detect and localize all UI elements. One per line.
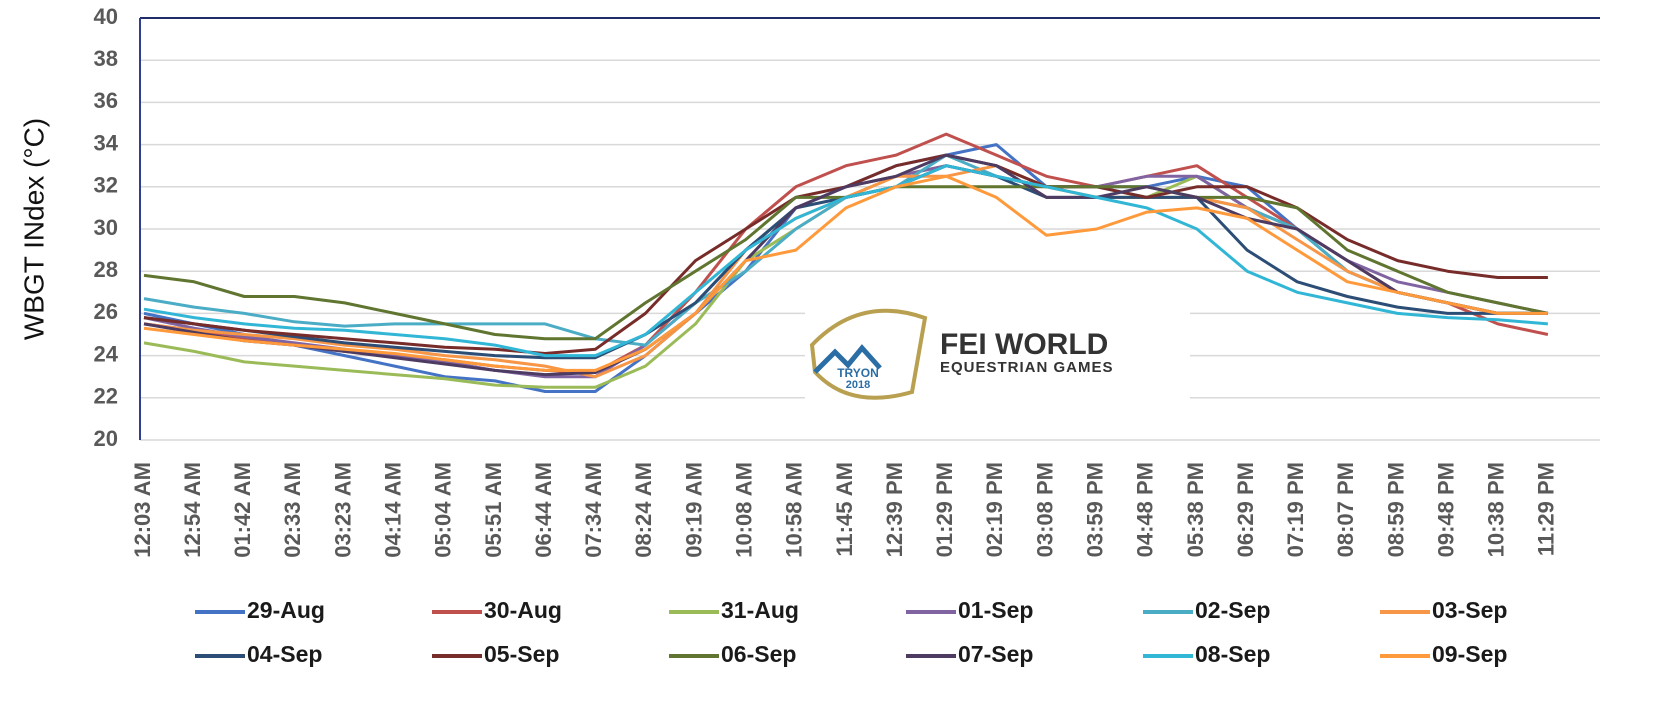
legend-label: 02-Sep (1195, 597, 1270, 623)
legend-label: 01-Sep (958, 597, 1033, 623)
y-tick-label: 38 (94, 46, 118, 71)
x-tick-label: 03:08 PM (1032, 462, 1057, 557)
x-tick-label: 06:44 AM (531, 462, 556, 558)
legend-label: 08-Sep (1195, 641, 1270, 667)
y-tick-label: 20 (94, 426, 118, 451)
y-tick-label: 40 (94, 4, 118, 29)
y-axis-title: WBGT INdex (°C) (18, 118, 49, 340)
y-tick-label: 36 (94, 88, 118, 113)
x-tick-label: 04:48 PM (1133, 462, 1158, 557)
legend-label: 29-Aug (247, 597, 325, 623)
series-line (143, 164, 1549, 358)
logo-mountains (813, 344, 882, 374)
logo-badge-bottom: 2018 (846, 379, 870, 391)
x-tick-label: 12:39 PM (882, 462, 907, 557)
x-tick-label: 04:14 AM (381, 462, 406, 558)
x-tick-label: 03:23 AM (330, 462, 355, 558)
x-tick-label: 11:45 AM (832, 462, 857, 557)
logo-horse (809, 308, 928, 400)
x-tick-label: 02:19 PM (982, 462, 1007, 557)
legend-label: 06-Sep (721, 641, 796, 667)
series-line (143, 153, 1548, 377)
x-tick-label: 05:51 AM (481, 462, 506, 558)
x-tick-label: 07:34 AM (581, 462, 606, 558)
x-tick-label: 12:03 AM (130, 462, 155, 558)
x-tick-label: 02:33 AM (280, 462, 305, 558)
x-tick-label: 01:29 PM (932, 462, 957, 557)
x-tick-label: 07:19 PM (1283, 462, 1308, 557)
x-tick-label: 10:08 AM (731, 462, 756, 558)
y-tick-label: 24 (94, 341, 119, 366)
logo-brand: FEI WORLD (940, 328, 1108, 361)
y-tick-label: 26 (94, 299, 118, 324)
x-tick-label: 09:48 PM (1433, 462, 1458, 557)
x-tick-label: 06:29 PM (1233, 462, 1258, 557)
y-tick-label: 30 (94, 215, 118, 240)
x-tick-label: 10:58 AM (782, 462, 807, 558)
logo-background (805, 300, 1190, 400)
legend-label: 03-Sep (1432, 597, 1507, 623)
x-tick-label: 08:24 AM (631, 462, 656, 558)
x-tick-label: 05:04 AM (431, 462, 456, 558)
legend-label: 30-Aug (484, 597, 562, 623)
plot-area (139, 17, 1600, 441)
legend-label: 04-Sep (247, 641, 322, 667)
y-tick-label: 34 (94, 130, 119, 155)
legend-label: 07-Sep (958, 641, 1033, 667)
x-tick-label: 10:38 PM (1484, 462, 1509, 557)
logo: TRYON 2018 FEI WORLD EQUESTRIAN GAMES (805, 300, 1190, 400)
legend-label: 05-Sep (484, 641, 559, 667)
x-tick-label: 08:07 PM (1333, 462, 1358, 557)
x-tick-label: 12:54 AM (180, 462, 205, 558)
y-tick-label: 32 (94, 173, 118, 198)
y-tick-label: 22 (94, 384, 118, 409)
x-tick-label: 09:19 AM (681, 462, 706, 558)
legend-label: 31-Aug (721, 597, 799, 623)
x-tick-label: 08:59 PM (1383, 462, 1408, 557)
y-tick-label: 28 (94, 257, 118, 282)
x-tick-label: 05:38 PM (1183, 462, 1208, 557)
x-tick-label: 03:59 PM (1082, 462, 1107, 557)
legend-label: 09-Sep (1432, 641, 1507, 667)
logo-tagline: EQUESTRIAN GAMES (940, 359, 1114, 376)
x-tick-label: 11:29 PM (1534, 462, 1559, 556)
x-tick-label: 01:42 AM (230, 462, 255, 558)
series-line (143, 174, 1548, 372)
logo-badge-top: TRYON (837, 366, 879, 380)
